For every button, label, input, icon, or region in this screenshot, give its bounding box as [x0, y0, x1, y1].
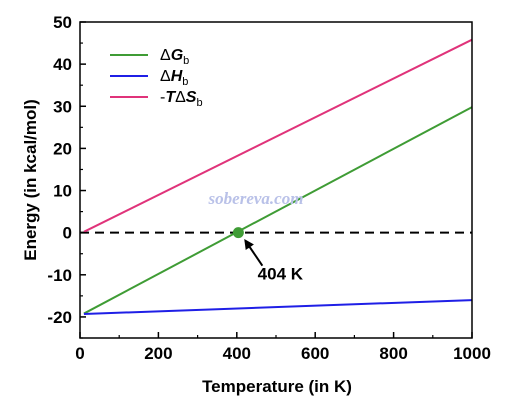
annotation-arrow: [244, 239, 264, 267]
tick-labels: 0 200 400 600 800 1000 -20 -10 0 10 20 30 40 50: [47, 13, 490, 363]
x-tick-label: 400: [223, 344, 251, 363]
x-tick-label: 800: [379, 344, 407, 363]
x-tick-label: 0: [75, 344, 84, 363]
y-tick-label: 40: [53, 55, 72, 74]
y-tick-label: -20: [47, 308, 72, 327]
highlight-point: [232, 227, 244, 239]
series-line-1: [83, 106, 473, 315]
x-tick-label: 1000: [453, 344, 491, 363]
legend-label-2: ΔHb: [160, 68, 188, 88]
y-tick-label: 50: [53, 13, 72, 32]
annotation-label: 404 K: [258, 265, 304, 284]
x-tick-label: 600: [301, 344, 329, 363]
plot-area: 404 K: [80, 38, 473, 315]
plot-frame: [79, 21, 473, 339]
legend-label-1: ΔGb: [160, 47, 189, 67]
y-tick-label: 10: [53, 182, 72, 201]
y-tick-label: -10: [47, 266, 72, 285]
series-line-3: [83, 38, 473, 233]
y-tick-label: 30: [53, 97, 72, 116]
y-tick-label: 20: [53, 139, 72, 158]
y-axis-title: Energy (in kcal/mol): [21, 99, 40, 261]
watermark: sobereva.com: [208, 189, 304, 208]
x-axis-title: Temperature (in K): [202, 377, 352, 396]
y-tick-label: 0: [63, 224, 72, 243]
series-line-2: [83, 299, 473, 315]
legend-label-3: -TΔSb: [160, 89, 203, 109]
x-tick-label: 200: [144, 344, 172, 363]
